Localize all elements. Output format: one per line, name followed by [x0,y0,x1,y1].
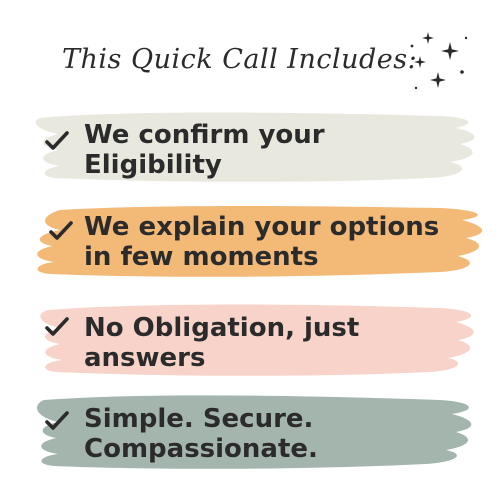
item-line-1: We explain your options [84,212,484,242]
check-icon [44,128,70,154]
item-line-1: Simple. Secure. [84,404,484,434]
item-text: No Obligation, just answers [84,313,484,373]
item-text: We explain your options in few moments [84,212,484,272]
list-item: Simple. Secure. Compassionate. [0,392,500,472]
item-line-1: No Obligation, just [84,313,484,343]
item-line-2: Eligibility [84,150,484,180]
check-icon [48,218,74,244]
item-line-2: in few moments [84,242,484,272]
item-text: We confirm your Eligibility [84,120,484,180]
list-item: We explain your options in few moments [0,200,500,280]
page-title: This Quick Call Includes: [62,38,402,82]
check-icon [44,408,70,434]
check-icon [44,314,70,340]
item-line-2: Compassionate. [84,434,484,464]
list-item: We confirm your Eligibility [0,106,500,186]
item-line-2: answers [84,343,484,373]
sparkle-icon [404,26,476,98]
item-text: Simple. Secure. Compassionate. [84,404,484,464]
list-item: No Obligation, just answers [0,300,500,380]
item-line-1: We confirm your [84,120,484,150]
